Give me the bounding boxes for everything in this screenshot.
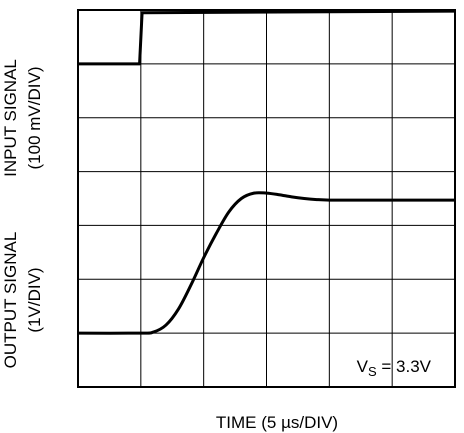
- output-signal-label: OUTPUT SIGNAL (1V/DIV): [1, 232, 44, 369]
- input-signal-label-line1: INPUT SIGNAL: [1, 59, 20, 177]
- supply-voltage-prefix: V: [357, 357, 369, 376]
- input-signal-label: INPUT SIGNAL (100 mV/DIV): [1, 59, 44, 177]
- output-signal-label-line1: OUTPUT SIGNAL: [1, 232, 20, 369]
- series-layer: [77, 9, 456, 335]
- supply-voltage-annotation: VS = 3.3V: [357, 357, 432, 379]
- supply-voltage-subscript: S: [368, 364, 377, 379]
- output-signal-trace: [77, 191, 455, 335]
- output-signal-label-line2: (1V/DIV): [25, 267, 44, 332]
- x-axis-label: TIME (5 µs/DIV): [216, 413, 338, 432]
- supply-voltage-value: = 3.3V: [377, 357, 432, 376]
- input-signal-label-line2: (100 mV/DIV): [25, 67, 44, 170]
- grid: [78, 10, 455, 387]
- input-signal-trace: [78, 9, 456, 66]
- plot-frame: [77, 9, 456, 388]
